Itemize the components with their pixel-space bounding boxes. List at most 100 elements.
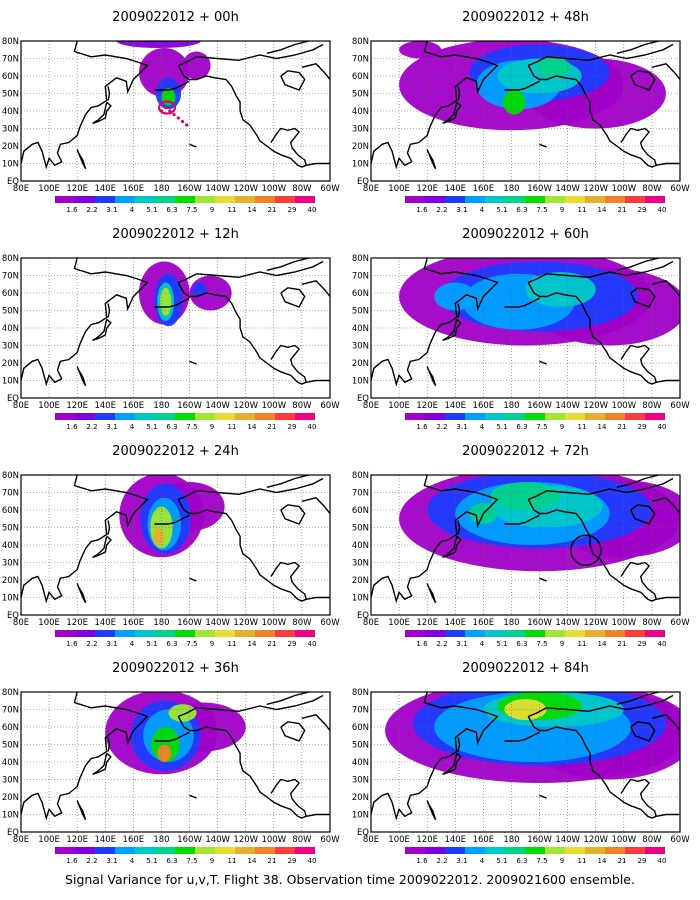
colorbar-swatch — [505, 630, 525, 637]
colorbar-swatch — [175, 630, 195, 637]
lat-tick-label: 60N — [352, 506, 369, 516]
colorbar-swatch — [625, 630, 645, 637]
coastline — [442, 752, 462, 775]
coastline — [651, 714, 680, 731]
lat-tick-label: 50N — [352, 524, 369, 534]
variance-contour-fill — [503, 90, 526, 115]
coastline — [539, 360, 547, 365]
colorbar-level-label: 1.6 — [416, 857, 428, 865]
colorbar-level-label: 2.2 — [86, 857, 97, 865]
colorbar-level-label: 2.2 — [436, 857, 447, 865]
colorbar-swatch — [275, 630, 295, 637]
coastline — [457, 520, 461, 535]
colorbar-swatch — [195, 413, 215, 420]
flight-track-point — [164, 105, 168, 110]
colorbar-level-label: 6.3 — [516, 423, 527, 431]
lon-tick-label: 80E — [13, 618, 29, 628]
colorbar: 1.6 2.2 3.1 4 5.1 6.3 7.5 9 11 14 21 29 40 — [405, 196, 666, 214]
lon-tick-label: 160W — [177, 184, 202, 194]
lat-tick-label: EQ — [7, 177, 19, 187]
lat-tick-label: 10N — [352, 377, 369, 387]
colorbar-swatch — [505, 196, 525, 203]
colorbar: 1.6 2.2 3.1 4 5.1 6.3 7.5 9 11 14 21 29 40 — [55, 630, 316, 648]
colorbar-swatch — [505, 413, 525, 420]
lon-tick-label: 80E — [363, 618, 379, 628]
coastline — [21, 475, 149, 604]
coastline — [301, 63, 330, 80]
coastline — [76, 583, 87, 604]
colorbar-level-label: 2.2 — [436, 423, 447, 431]
lon-tick-label: 80E — [13, 184, 29, 194]
lon-tick-label: 180 — [153, 401, 169, 411]
lon-tick-label: 80E — [363, 401, 379, 411]
lon-tick-label: 100W — [611, 618, 636, 628]
coastline — [280, 287, 306, 308]
colorbar-swatch — [295, 413, 315, 420]
lat-tick-label: 70N — [2, 489, 19, 499]
lat-tick-label: EQ — [7, 394, 19, 404]
lon-tick-label: 140W — [205, 184, 230, 194]
colorbar-level-label: 21 — [268, 857, 277, 865]
lat-tick-label: 50N — [2, 741, 19, 751]
lon-tick-label: 140E — [94, 184, 116, 194]
colorbar-level-label: 9 — [560, 857, 564, 865]
lat-tick-label: 80N — [2, 254, 19, 264]
map-frame — [370, 691, 681, 833]
lon-tick-label: 60W — [670, 618, 690, 628]
lon-tick-label: 180 — [503, 618, 519, 628]
colorbar-swatch — [215, 413, 235, 420]
lat-tick-label: 80N — [2, 688, 19, 698]
colorbar-level-label: 7.5 — [536, 206, 547, 214]
colorbar: 1.6 2.2 3.1 4 5.1 6.3 7.5 9 11 14 21 29 40 — [55, 847, 316, 865]
colorbar-level-label: 14 — [248, 640, 257, 648]
colorbar-swatch — [405, 630, 425, 637]
coastline — [280, 504, 306, 525]
coastline — [178, 477, 324, 501]
colorbar-level-label: 11 — [228, 206, 237, 214]
lat-tick-label: 10N — [2, 811, 19, 821]
panel-title: 2009022012 + 00h — [112, 10, 239, 25]
colorbar-level-label: 21 — [618, 857, 627, 865]
map-frame — [20, 257, 331, 399]
lon-tick-label: 120W — [233, 618, 258, 628]
lat-tick-label: 60N — [2, 72, 19, 82]
colorbar-swatch — [605, 196, 625, 203]
colorbar-swatch — [235, 630, 255, 637]
lon-tick-label: 120E — [66, 401, 88, 411]
colorbar-level-label: 4 — [130, 857, 135, 865]
lon-tick-label: 60W — [320, 618, 340, 628]
colorbar-swatch — [545, 413, 565, 420]
colorbar-level-label: 14 — [248, 857, 257, 865]
colorbar-swatch — [625, 196, 645, 203]
colorbar-swatch — [235, 847, 255, 854]
coastline — [371, 692, 499, 821]
colorbar-level-label: 40 — [658, 640, 667, 648]
lon-tick-label: 120E — [66, 835, 88, 845]
flight-track-point — [176, 116, 180, 120]
flight-track-point — [180, 119, 185, 124]
colorbar-swatch — [565, 196, 585, 203]
lon-tick-label: 80W — [292, 618, 312, 628]
coastline — [630, 721, 656, 742]
colorbar-level-label: 7.5 — [536, 423, 547, 431]
lon-tick-label: 120W — [583, 618, 608, 628]
colorbar: 1.6 2.2 3.1 4 5.1 6.3 7.5 9 11 14 21 29 40 — [405, 847, 666, 865]
lat-tick-label: 40N — [2, 541, 19, 551]
colorbar-level-label: 9 — [210, 423, 214, 431]
colorbar-swatch — [465, 630, 485, 637]
colorbar-swatch — [255, 196, 275, 203]
lat-tick-label: 20N — [2, 576, 19, 586]
coastline — [655, 596, 680, 600]
coastline — [305, 162, 330, 166]
coastline — [177, 499, 307, 602]
colorbar-swatch — [525, 413, 545, 420]
lat-tick-label: EQ — [357, 828, 369, 838]
colorbar-level-label: 6.3 — [166, 206, 177, 214]
lat-tick-label: 30N — [352, 559, 369, 569]
lon-tick-label: 140W — [205, 618, 230, 628]
colorbar-swatch — [485, 196, 505, 203]
coastline — [178, 260, 324, 284]
colorbar-level-label: 14 — [598, 423, 607, 431]
coastline — [177, 282, 307, 385]
